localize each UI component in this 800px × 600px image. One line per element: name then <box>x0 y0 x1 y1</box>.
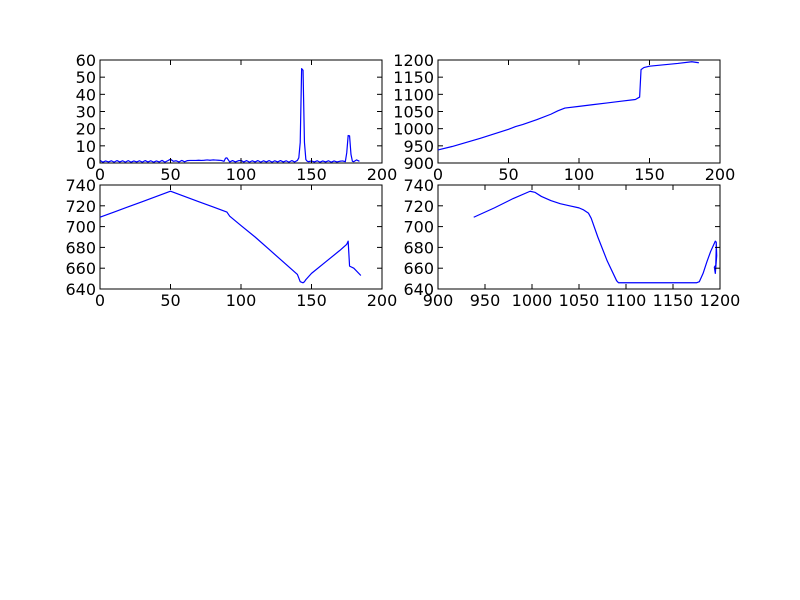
x-tick-label: 1100 <box>606 291 647 310</box>
y-tick-label: 740 <box>65 176 96 195</box>
y-tick-label: 640 <box>403 280 434 299</box>
x-tick-label: 200 <box>367 291 398 310</box>
y-tick-label: 900 <box>403 154 434 173</box>
y-tick-label: 640 <box>65 280 96 299</box>
series-line <box>473 190 718 284</box>
y-tick-label: 660 <box>403 259 434 278</box>
y-tick-label: 680 <box>403 238 434 257</box>
x-tick-label: 200 <box>705 165 736 184</box>
y-tick-label: 1000 <box>393 120 434 139</box>
x-tick-label: 0 <box>95 165 105 184</box>
y-tick-label: 40 <box>76 85 96 104</box>
y-tick-label: 1150 <box>393 68 434 87</box>
series-line <box>437 61 699 151</box>
x-tick-label: 200 <box>367 165 398 184</box>
y-tick-label: 720 <box>65 197 96 216</box>
y-tick-label: 60 <box>76 51 96 70</box>
y-tick-label: 0 <box>86 154 96 173</box>
x-tick-label: 100 <box>226 165 257 184</box>
x-tick-label: 0 <box>95 291 105 310</box>
x-tick-label: 50 <box>498 165 518 184</box>
x-tick-label: 150 <box>296 291 327 310</box>
y-tick-label: 50 <box>76 68 96 87</box>
y-tick-label: 700 <box>403 218 434 237</box>
y-tick-label: 740 <box>403 176 434 195</box>
y-tick-label: 950 <box>403 137 434 156</box>
axes-frame <box>99 184 383 290</box>
series-line <box>99 67 360 163</box>
y-tick-label: 660 <box>65 259 96 278</box>
y-tick-label: 10 <box>76 137 96 156</box>
x-tick-label: 150 <box>634 165 665 184</box>
x-tick-label: 100 <box>226 291 257 310</box>
y-tick-label: 1050 <box>393 103 434 122</box>
y-tick-label: 700 <box>65 218 96 237</box>
y-tick-label: 30 <box>76 103 96 122</box>
y-tick-label: 1100 <box>393 85 434 104</box>
x-tick-label: 900 <box>423 291 454 310</box>
x-tick-label: 50 <box>160 291 180 310</box>
y-tick-label: 720 <box>403 197 434 216</box>
x-tick-label: 0 <box>433 165 443 184</box>
axes-frame <box>437 59 721 164</box>
x-tick-label: 50 <box>160 165 180 184</box>
x-tick-label: 100 <box>564 165 595 184</box>
axes-frame <box>99 59 383 164</box>
y-tick-label: 1200 <box>393 51 434 70</box>
x-tick-label: 1000 <box>512 291 553 310</box>
x-tick-label: 1050 <box>559 291 600 310</box>
x-tick-label: 150 <box>296 165 327 184</box>
x-tick-label: 1150 <box>653 291 694 310</box>
x-tick-label: 1200 <box>700 291 741 310</box>
series-line <box>99 190 362 284</box>
x-tick-label: 950 <box>470 291 501 310</box>
y-tick-label: 20 <box>76 120 96 139</box>
axes-frame <box>437 184 721 290</box>
y-tick-label: 680 <box>65 238 96 257</box>
